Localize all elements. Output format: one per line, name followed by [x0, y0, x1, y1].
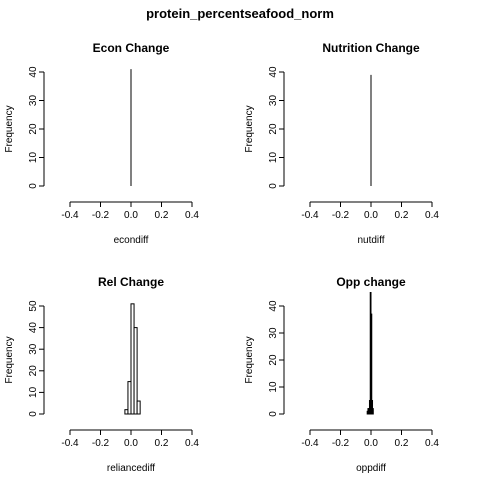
panel-title: Opp change	[336, 275, 406, 289]
x-tick-label: -0.4	[301, 438, 319, 449]
histogram-bar	[370, 313, 373, 415]
x-tick-label: -0.4	[61, 438, 79, 449]
panel-title: Econ Change	[93, 41, 170, 55]
x-axis-label: oppdiff	[356, 463, 386, 474]
x-tick-label: 0.2	[395, 210, 409, 221]
y-tick-label: 50	[28, 300, 39, 312]
histogram-bar	[372, 408, 374, 415]
y-tick-label: 10	[28, 386, 39, 398]
y-tick-label: 0	[28, 411, 39, 417]
y-tick-label: 20	[268, 123, 279, 135]
y-axis-label: Frequency	[244, 336, 255, 383]
x-tick-label: 0.2	[155, 210, 169, 221]
panel-4: Opp change -0.4 -0.2 0.0 0.2 0.4 0 10 20 30 40 oppd…	[244, 275, 439, 474]
panel-1: Econ Change -0.4 -0.2 0.0 0.2 0.4 0 10 20 30 40 eco…	[4, 41, 199, 246]
x-tick-label: -0.4	[61, 210, 79, 221]
y-tick-label: 0	[268, 411, 279, 417]
y-axis-label: Frequency	[4, 336, 15, 383]
histogram-bar	[136, 400, 141, 415]
x-tick-label: 0.0	[124, 210, 138, 221]
y-tick-label: 20	[268, 354, 279, 366]
panel-2: Nutrition Change -0.4 -0.2 0.0 0.2 0.4 0 10 20 30…	[244, 41, 439, 246]
panel-title: Rel Change	[98, 275, 164, 289]
panels: Econ Change -0.4 -0.2 0.0 0.2 0.4 0 10 20 30 40 eco…	[4, 41, 439, 474]
y-tick-label: 10	[268, 152, 279, 164]
x-tick-label: -0.2	[332, 210, 350, 221]
y-tick-label: 20	[28, 123, 39, 135]
x-tick-label: 0.0	[364, 210, 378, 221]
panel-title: Nutrition Change	[322, 41, 420, 55]
x-axis-label: nutdiff	[357, 235, 384, 246]
panel-3: Rel Change -0.4 -0.2 0.0 0.2 0.4 0 10 20 30 40 50 re…	[4, 275, 199, 474]
x-tick-label: 0.0	[364, 438, 378, 449]
y-axis-label: Frequency	[4, 105, 15, 152]
y-tick-label: 40	[268, 66, 279, 78]
x-tick-label: 0.4	[425, 438, 439, 449]
y-tick-label: 30	[28, 95, 39, 107]
x-tick-label: -0.2	[92, 438, 110, 449]
figure-title: protein_percentseafood_norm	[146, 6, 334, 21]
y-tick-label: 40	[28, 66, 39, 78]
x-axis-label: reliancediff	[107, 463, 155, 474]
x-tick-label: 0.2	[155, 438, 169, 449]
x-tick-label: 0.4	[425, 210, 439, 221]
y-tick-label: 40	[28, 322, 39, 334]
x-tick-label: -0.2	[332, 438, 350, 449]
y-tick-label: 0	[28, 183, 39, 189]
x-tick-label: 0.2	[395, 438, 409, 449]
y-axis-label: Frequency	[244, 105, 255, 152]
histogram-bar	[133, 327, 138, 415]
x-tick-label: 0.4	[185, 210, 199, 221]
y-tick-label: 10	[28, 152, 39, 164]
y-tick-label: 10	[268, 381, 279, 393]
y-tick-label: 0	[268, 183, 279, 189]
x-tick-label: 0.0	[124, 438, 138, 449]
x-axis-label: econdiff	[114, 235, 149, 246]
y-tick-label: 40	[268, 300, 279, 312]
x-tick-label: -0.2	[92, 210, 110, 221]
y-tick-label: 20	[28, 365, 39, 377]
y-tick-label: 30	[268, 327, 279, 339]
x-tick-label: -0.4	[301, 210, 319, 221]
y-tick-label: 30	[28, 343, 39, 355]
y-tick-label: 30	[268, 95, 279, 107]
x-tick-label: 0.4	[185, 438, 199, 449]
